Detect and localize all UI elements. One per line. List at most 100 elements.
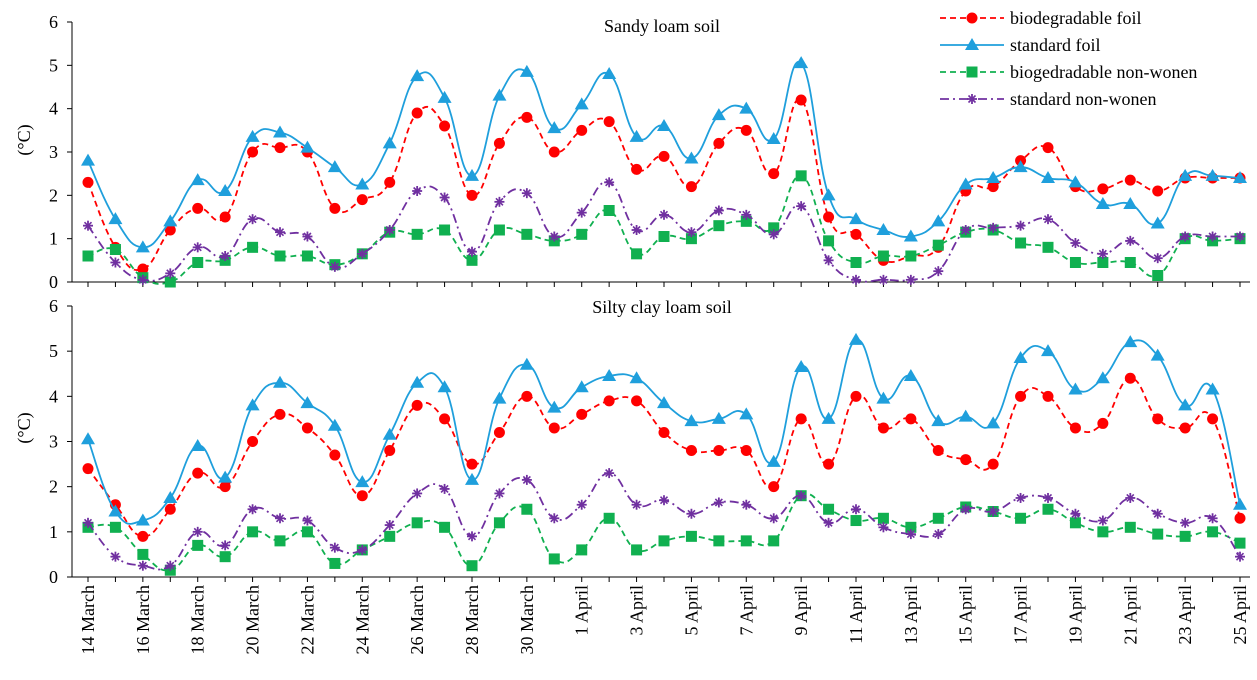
y-axis-label: (°C) <box>14 124 35 155</box>
data-point <box>382 136 397 149</box>
data-point <box>274 250 286 262</box>
data-point <box>1123 197 1138 209</box>
data-point <box>795 413 807 425</box>
data-point <box>739 101 754 114</box>
data-point <box>987 458 999 470</box>
data-point <box>439 192 450 203</box>
y-tick-label: 2 <box>49 477 58 497</box>
data-point <box>1042 503 1054 515</box>
data-point <box>437 380 452 393</box>
series-biodegradable-foil <box>82 372 1246 542</box>
data-point <box>384 445 396 457</box>
data-point <box>1233 171 1247 183</box>
data-point <box>850 228 862 240</box>
data-point <box>713 445 725 457</box>
data-point <box>685 530 697 542</box>
data-point <box>849 332 863 345</box>
data-point <box>631 544 643 556</box>
data-point <box>1070 508 1081 519</box>
data-point <box>713 535 725 547</box>
data-point <box>137 530 149 542</box>
y-axis-label: (°C) <box>14 412 35 443</box>
data-point <box>740 535 752 547</box>
data-point <box>877 250 889 262</box>
data-point <box>302 515 313 526</box>
data-point <box>1013 160 1028 173</box>
data-point <box>1069 257 1081 268</box>
data-point <box>1015 220 1026 231</box>
legend-marker <box>966 66 978 78</box>
data-point <box>273 125 287 138</box>
data-point <box>301 526 313 538</box>
data-point <box>933 266 944 277</box>
data-point <box>794 359 809 372</box>
data-point <box>576 544 588 556</box>
data-point <box>220 251 231 261</box>
data-point <box>137 274 148 285</box>
data-point <box>631 395 643 407</box>
data-point <box>878 522 889 533</box>
chart-panel-1: 0 1 2 3 4 5 6 (°C) Sandy loam soil biodegradable … <box>14 8 1250 292</box>
chart-title: Sandy loam soil <box>604 16 720 36</box>
data-point <box>1124 257 1136 268</box>
data-point <box>711 108 726 121</box>
data-point <box>466 254 478 266</box>
x-tick-label: 22 March <box>297 585 317 654</box>
data-point <box>82 250 94 262</box>
data-point <box>850 257 862 268</box>
data-point <box>547 121 562 134</box>
data-point <box>629 371 644 384</box>
y-tick-label: 0 <box>49 272 58 292</box>
x-tick-label: 9 April <box>791 585 811 636</box>
data-point <box>1205 168 1220 181</box>
x-tick-label: 30 March <box>517 585 537 654</box>
data-point <box>821 188 836 201</box>
data-point <box>521 390 533 402</box>
data-point <box>631 225 642 235</box>
data-point <box>329 261 340 272</box>
legend: biodegradable foil standard foil biogedrad… <box>940 8 1197 109</box>
data-point <box>1125 235 1136 246</box>
data-point <box>439 483 450 494</box>
data-point <box>302 231 313 242</box>
data-point <box>1124 372 1136 384</box>
data-point <box>1235 231 1245 242</box>
data-point <box>768 222 780 234</box>
data-point <box>823 255 834 266</box>
data-point <box>1097 183 1109 195</box>
data-point <box>823 458 835 470</box>
data-point <box>547 400 562 413</box>
data-point <box>519 64 534 77</box>
data-point <box>411 517 423 529</box>
legend-label: biodegradable foil <box>1010 8 1141 28</box>
data-point <box>1150 348 1165 361</box>
data-point <box>576 499 587 510</box>
data-point <box>795 170 807 182</box>
data-point <box>823 503 835 515</box>
data-point <box>411 228 423 240</box>
data-point <box>1152 253 1163 264</box>
x-tick-label: 17 April <box>1011 585 1031 645</box>
y-tick-label: 5 <box>49 55 58 75</box>
data-point <box>685 445 697 457</box>
data-point <box>576 124 588 136</box>
data-point <box>851 504 861 515</box>
data-point <box>1124 521 1136 533</box>
data-point <box>684 151 699 164</box>
data-point <box>247 214 258 225</box>
data-point <box>220 540 231 551</box>
data-point <box>576 207 587 218</box>
data-point <box>327 418 342 431</box>
data-point <box>740 445 752 457</box>
data-point <box>603 395 615 407</box>
data-point <box>192 242 203 253</box>
data-point <box>1205 382 1220 395</box>
y-tick-label: 6 <box>49 296 58 316</box>
x-tick-label: 19 April <box>1065 585 1085 645</box>
data-point <box>903 229 918 242</box>
chart-title: Silty clay loam soil <box>592 297 732 317</box>
data-point <box>631 499 642 510</box>
data-point <box>603 116 615 128</box>
data-point <box>602 67 617 79</box>
